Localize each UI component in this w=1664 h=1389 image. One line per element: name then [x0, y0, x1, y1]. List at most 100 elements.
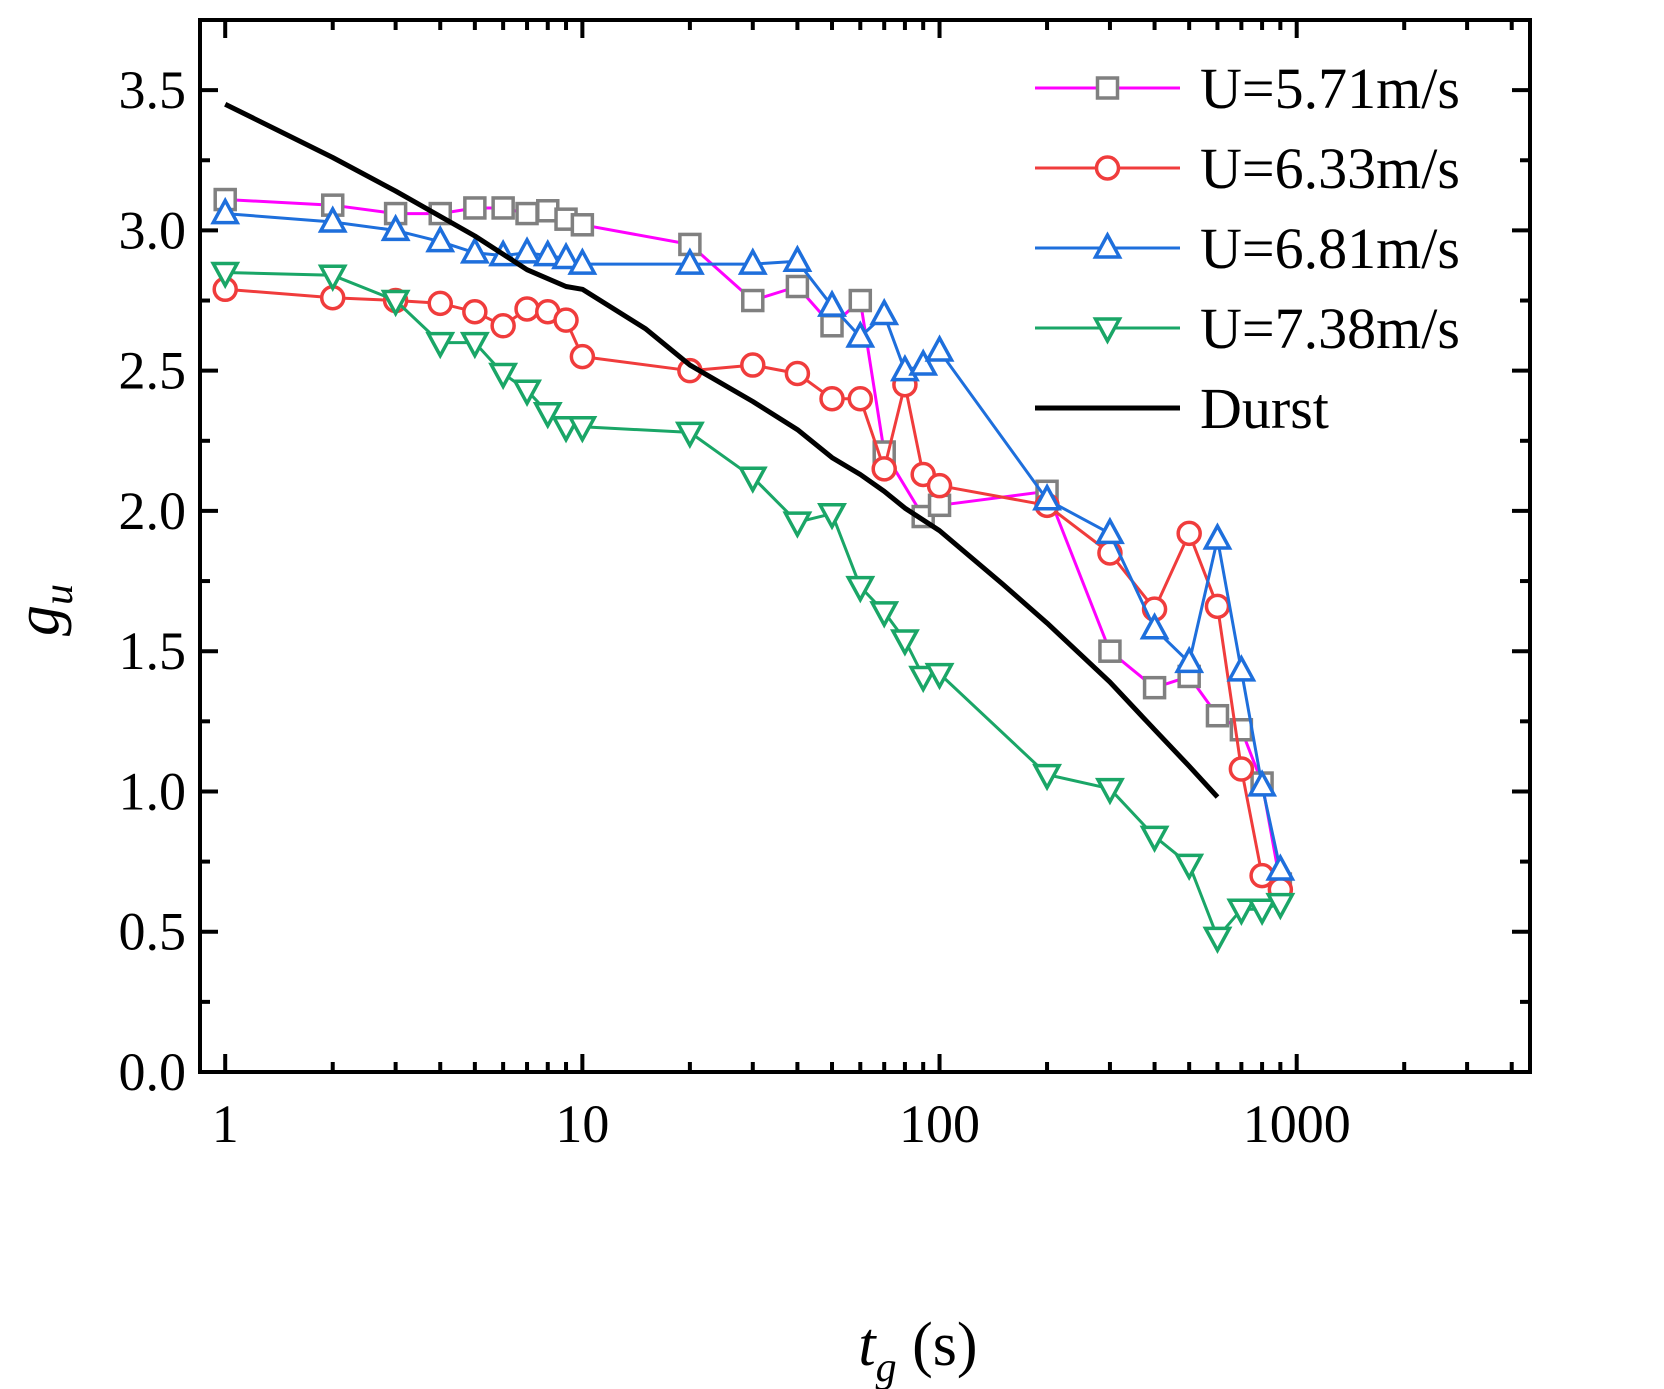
series-3-point — [532, 238, 563, 267]
series-1-point — [785, 274, 810, 299]
series-4-point — [1202, 926, 1233, 954]
series-3-point — [924, 334, 955, 362]
series-3-point — [210, 196, 241, 225]
series-2-point — [926, 472, 953, 499]
y-axis-title-main: g — [4, 605, 72, 636]
series-3-point — [1226, 654, 1257, 682]
x-tick-label: 1 — [212, 1094, 239, 1154]
series-4-point — [459, 331, 490, 360]
series-2-point — [569, 343, 596, 370]
series-2-point — [740, 352, 766, 378]
series-2-point — [553, 307, 579, 333]
y-tick-label: 0.5 — [119, 902, 187, 962]
axis-titles: tg (s) gu — [4, 584, 978, 1389]
series-2-point — [1176, 520, 1202, 547]
series-4-point — [1247, 898, 1278, 926]
series-3-point — [1202, 522, 1233, 550]
series-2-group — [212, 276, 1294, 903]
y-tick-label: 3.0 — [119, 200, 187, 260]
series-4-point — [1226, 898, 1257, 926]
series-1-point — [1098, 639, 1122, 663]
series-4-point — [512, 379, 542, 407]
series-3-point — [869, 297, 900, 326]
series-4-point — [1094, 777, 1125, 806]
series-1-point — [570, 213, 595, 237]
series-4-point — [210, 261, 241, 290]
plot-frame — [198, 18, 1532, 1074]
series-2-point — [1204, 593, 1231, 620]
series-2-point — [427, 290, 453, 317]
legend-item-4-label: U=7.38m/s — [1200, 296, 1460, 361]
y-tick-label: 2.5 — [119, 341, 187, 401]
series-2-point — [847, 385, 874, 412]
series-3-point — [551, 241, 581, 270]
series-3-point — [908, 348, 939, 376]
series-4-point — [425, 331, 456, 360]
series-1-point — [515, 201, 539, 226]
series-1-point — [491, 196, 515, 220]
series-4-point — [845, 575, 876, 604]
series-3-point — [845, 320, 876, 348]
series-3-point — [782, 244, 813, 273]
y-axis-title: gu — [4, 584, 82, 636]
legend-item-2-label: U=6.33m/s — [1200, 136, 1460, 201]
legend-item-3-label: U=6.81m/s — [1200, 216, 1460, 281]
series-2-point — [490, 313, 516, 339]
series-4-point — [488, 362, 519, 391]
series-4-point — [674, 421, 705, 450]
legend-item-3-marker — [1092, 231, 1123, 259]
x-axis-title-main: t — [858, 1311, 877, 1379]
series-4-point — [1032, 763, 1062, 792]
series-4-point — [737, 466, 768, 494]
y-tick-label: 1.5 — [119, 621, 187, 681]
series-2-point — [784, 360, 811, 387]
x-tick-label: 100 — [899, 1094, 980, 1154]
series-2-point — [1228, 756, 1255, 782]
series-3-point — [737, 247, 768, 275]
series-4-point — [817, 502, 847, 531]
series-4-point — [532, 401, 563, 430]
series-2-point — [871, 456, 897, 482]
series-4-point — [782, 511, 813, 539]
series-3-point — [425, 224, 456, 253]
legend-item-1-marker — [1095, 76, 1120, 100]
series-4-group — [210, 261, 1296, 954]
y-axis-title-sub: u — [36, 584, 82, 605]
series-4-point — [869, 601, 900, 629]
series-1-point — [1205, 703, 1230, 728]
series-3-point — [512, 236, 542, 264]
series-3-point — [1094, 516, 1125, 545]
series-2-point — [514, 296, 540, 322]
series-3-point — [567, 247, 598, 275]
series-4-point — [1174, 853, 1205, 882]
series-3-point — [459, 236, 490, 264]
series-3-point — [1139, 612, 1170, 640]
series-1-point — [848, 288, 873, 313]
plot-border — [198, 18, 1532, 1074]
series-3-point — [1247, 769, 1278, 797]
y-tick-label: 2.0 — [119, 481, 187, 541]
series-3-point — [817, 289, 847, 317]
series-3-point — [1174, 645, 1205, 674]
series-4-point — [1139, 825, 1170, 854]
series-3-point — [1032, 483, 1062, 511]
legend-item-5-label: Durst — [1200, 376, 1329, 441]
series-4-point — [567, 416, 598, 444]
series-5-group — [224, 101, 1220, 799]
series-5-line — [224, 101, 1220, 799]
series-4-point — [317, 264, 348, 292]
series-3-point — [380, 213, 411, 242]
series-3-point — [317, 205, 348, 233]
x-axis-title: tg (s) — [858, 1311, 977, 1389]
x-axis-title-sub: g — [876, 1345, 897, 1389]
series-4-point — [380, 289, 411, 318]
series-1-group — [213, 187, 1293, 896]
legend-item-4-marker — [1092, 317, 1123, 345]
series-3-point — [1265, 853, 1296, 881]
series-1-point — [741, 288, 765, 313]
x-tick-label: 1000 — [1243, 1094, 1351, 1154]
series-1-point — [463, 196, 487, 220]
series-2-point — [462, 299, 488, 325]
series-group — [210, 101, 1296, 954]
series-4-point — [889, 629, 920, 657]
